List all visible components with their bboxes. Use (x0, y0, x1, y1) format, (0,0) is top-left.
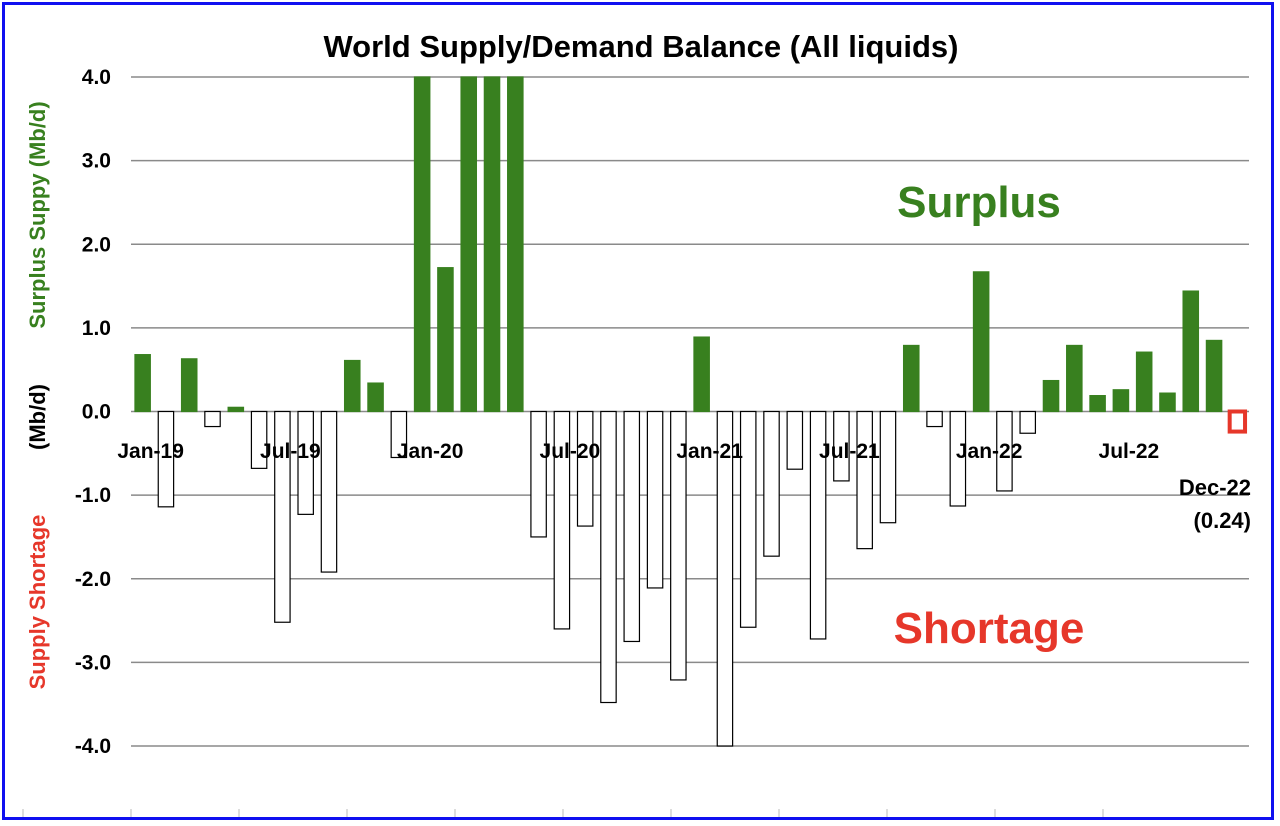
bar-may-22 (1066, 344, 1083, 413)
bar-sep-20 (600, 410, 617, 704)
bar-apr-21 (763, 410, 780, 557)
bar-jun-21 (809, 410, 827, 640)
bar-apr-19 (204, 410, 221, 428)
x-tick-label: Jan-20 (397, 440, 464, 463)
bar-sep-22 (1159, 392, 1176, 413)
x-tick-label: Jul-21 (819, 440, 880, 463)
bar-oct-22 (1182, 290, 1200, 413)
bar-may-21 (786, 410, 804, 470)
y-tick-label: 1.0 (82, 317, 111, 340)
x-tick-label: Jul-19 (260, 440, 321, 463)
bar-mar-22 (1019, 410, 1037, 434)
bar-may-20 (507, 76, 524, 413)
bar-dec-22 (1227, 409, 1248, 434)
x-tick-label: Jan-22 (956, 440, 1023, 463)
y-tick-label: -3.0 (75, 651, 111, 674)
bar-apr-22 (1042, 379, 1060, 413)
bar-mar-19 (180, 358, 198, 413)
bar-feb-19 (157, 410, 175, 508)
bar-jan-21 (693, 336, 710, 413)
last-value-annotation: (0.24) (1194, 508, 1251, 533)
bar-nov-19 (367, 382, 384, 413)
y-axis-label-surplus: Surplus Suppy (Mb/d) (25, 101, 50, 328)
bars (134, 76, 1248, 747)
y-tick-label: 2.0 (82, 233, 111, 256)
bar-sep-21 (879, 410, 897, 524)
y-tick-label: -2.0 (75, 568, 111, 591)
y-tick-label: 4.0 (82, 66, 111, 89)
bar-may-19 (227, 406, 245, 413)
bar-jul-19 (274, 410, 291, 623)
bar-jan-22 (972, 271, 990, 413)
bar-jul-21 (833, 410, 850, 482)
chart-title: World Supply/Demand Balance (All liquids… (323, 29, 958, 64)
balance-chart: 4.0 3.0 2.0 1.0 0.0 -1.0 -2.0 -3.0 -4.0 Jan-19 Ju… (22, 29, 1251, 817)
bar-feb-20 (437, 267, 454, 413)
bar-nov-22 (1205, 339, 1223, 413)
y-tick-label: -4.0 (75, 735, 111, 758)
bar-aug-22 (1135, 351, 1153, 413)
bar-jan-19 (134, 354, 151, 413)
bar-dec-21 (949, 410, 967, 507)
y-axis-label-shortage: Supply Shortage (25, 515, 50, 690)
bar-mar-21 (739, 410, 757, 628)
y-tick-labels: 4.0 3.0 2.0 1.0 0.0 -1.0 -2.0 -3.0 -4.0 (75, 66, 111, 758)
bar-nov-21 (926, 410, 943, 428)
y-tick-label: 0.0 (82, 401, 111, 424)
bar-jun-19 (250, 410, 268, 469)
x-tick-labels: Jan-19 Jul-19 Jan-20 Jul-20 Jan-21 Jul-21 Jan-… (117, 440, 1159, 463)
y-tick-label: -1.0 (75, 484, 111, 507)
bar-nov-20 (646, 410, 664, 589)
shortage-label: Shortage (894, 604, 1085, 653)
bar-aug-20 (576, 410, 594, 527)
y-axis-label-unit: (Mb/d) (25, 384, 50, 450)
bar-aug-21 (856, 410, 873, 550)
bar-apr-20 (483, 76, 501, 413)
bar-oct-21 (902, 344, 920, 413)
bar-dec-20 (670, 410, 687, 681)
y-tick-label: 3.0 (82, 150, 111, 173)
x-tick-label: Jan-21 (676, 440, 743, 463)
x-tick-label: Jan-19 (117, 440, 184, 463)
bar-jun-20 (530, 410, 547, 538)
bar-jul-20 (553, 410, 571, 630)
bar-jul-22 (1112, 389, 1130, 413)
bar-jan-20 (413, 76, 431, 413)
bar-feb-21 (716, 410, 734, 747)
bar-oct-20 (623, 410, 641, 643)
last-month-annotation: Dec-22 (1179, 475, 1251, 500)
bar-mar-20 (460, 76, 478, 413)
gridlines (22, 76, 1249, 817)
bar-sep-19 (320, 410, 338, 573)
x-tick-label: Jul-22 (1099, 440, 1160, 463)
bar-oct-19 (343, 359, 361, 413)
surplus-label: Surplus (897, 178, 1061, 227)
bar-aug-19 (297, 410, 314, 515)
bar-feb-22 (996, 410, 1013, 492)
bar-jun-22 (1089, 395, 1106, 413)
x-tick-label: Jul-20 (540, 440, 601, 463)
bar-dec-19 (390, 410, 408, 459)
